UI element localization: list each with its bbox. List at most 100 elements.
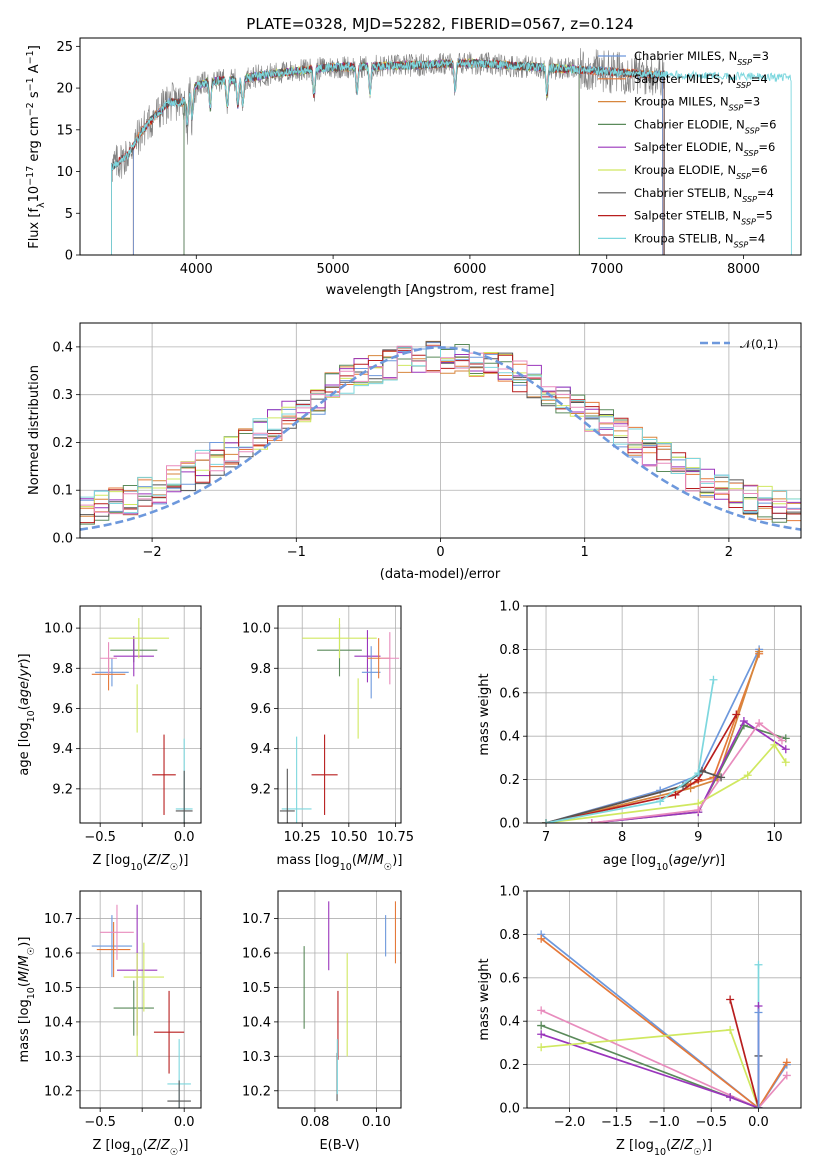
y-tick-label: 10.3 — [242, 1050, 271, 1065]
y-tick-label: 0.0 — [499, 817, 520, 832]
y-tick-label: 0.4 — [499, 730, 520, 745]
weight-marker — [777, 736, 786, 745]
residual-histogram — [80, 345, 801, 515]
legend-label: Kroupa MILES, NSSP=3 — [634, 95, 760, 113]
legend-count: =5 — [756, 209, 773, 223]
weight-marker — [537, 1006, 546, 1015]
x-tick-label: 9 — [694, 830, 702, 845]
plot-area — [279, 618, 400, 823]
weight-marker — [587, 819, 596, 823]
x-tick-label: 10.50 — [330, 830, 367, 845]
y-tick-label: 10.6 — [242, 947, 271, 962]
x-tick-label: 7 — [542, 830, 550, 845]
weight-marker — [726, 1025, 735, 1034]
model-spectrum-line — [183, 58, 580, 255]
y-tick-label: 9.6 — [52, 702, 73, 717]
label-part: −1 — [25, 77, 36, 91]
model-spectrum-line — [111, 59, 792, 255]
y-tick-label: 10.5 — [44, 981, 73, 996]
weight-marker — [726, 1093, 735, 1102]
x-tick-label: −1.5 — [601, 1115, 633, 1130]
label-part: ( — [668, 853, 673, 868]
axes-frame — [277, 890, 402, 1109]
y-axis-label: age [log10(age/yr)] — [17, 653, 37, 775]
y-tick-label: 25 — [56, 40, 73, 55]
plot-area — [537, 930, 791, 1108]
label-part: ☉ — [693, 1147, 702, 1158]
label-part: age [log — [603, 853, 656, 868]
y-tick-label: 10.7 — [242, 912, 271, 927]
legend-label: Chabrier STELIB, NSSP=4 — [634, 186, 774, 204]
label-part: age — [673, 853, 697, 868]
axes-frame — [277, 605, 402, 824]
y-tick-label: 20 — [56, 82, 73, 97]
x-tick-label: 0.0 — [748, 1115, 769, 1130]
x-axis-label: Z [log10(Z/Z☉)] — [616, 1138, 712, 1158]
y-tick-label: 0.4 — [52, 340, 73, 355]
legend-sub: SSP — [734, 240, 749, 249]
weight-marker — [717, 773, 726, 782]
y-tick-label: 9.2 — [250, 782, 271, 797]
weight-line — [545, 743, 787, 823]
y-tick-label: 0.6 — [499, 686, 520, 701]
label-part: ( — [17, 982, 32, 987]
label-part: 10 — [130, 1147, 142, 1158]
legend-text: Kroupa MILES, N — [634, 95, 729, 109]
x-axis-label: Z [log10(Z/Z☉)] — [93, 853, 189, 873]
x-tick-label: 10.75 — [377, 830, 414, 845]
y-tick-label: 1.0 — [499, 600, 520, 615]
weight-line — [540, 1009, 788, 1108]
weight-marker — [782, 1071, 791, 1080]
mass-vs-metallicity-panel: −0.5 0.010.210.310.410.510.610.7Z [log10(… — [17, 890, 202, 1158]
legend-sub: SSP — [742, 194, 757, 203]
x-axis-label: E(B-V) — [319, 1138, 359, 1153]
weights-vs-metallicity-panel: −2.0 −1.5 −1.0 −0.5 0.0 0.0 0.2 0.4 0.6 0.8 1.0 Z [… — [477, 885, 802, 1158]
label-part: Z — [670, 1138, 681, 1153]
model-spectrum-line — [132, 57, 664, 255]
label-part: 10 — [654, 1147, 666, 1158]
x-tick-label: 7000 — [590, 262, 623, 277]
y-tick-label: 10.4 — [44, 1015, 73, 1030]
residuals-panel: −2 −1 0 1 2 0.0 0.1 0.2 0.3 0.4 (data-model)/error… — [27, 322, 802, 582]
spectrum-panel: 4000 5000 6000 7000 8000 0 5 10 15 20 25 wavelength… — [25, 37, 802, 298]
y-tick-label: 0.0 — [52, 532, 73, 547]
model-spectrum-line — [183, 59, 580, 255]
axes-frame — [79, 37, 802, 256]
weight-line — [729, 999, 760, 1108]
legend-label: 𝒩(0,1) — [740, 337, 778, 351]
label-part: Z — [147, 1138, 158, 1153]
weight-marker — [694, 769, 703, 778]
mass-vs-ebv-panel: 0.08 0.10 10.2 10.3 10.4 10.5 10.6 10.7 E(B-V) — [242, 890, 402, 1153]
weight-line — [545, 714, 738, 823]
x-tick-label: 0.08 — [300, 1115, 329, 1130]
label-part: )] — [178, 1138, 188, 1153]
y-tick-label: 0.2 — [52, 436, 73, 451]
legend-label: Kroupa STELIB, NSSP=4 — [634, 231, 765, 249]
y-tick-label: 9.4 — [52, 742, 73, 757]
legend-label: Salpeter STELIB, NSSP=5 — [634, 209, 773, 227]
x-tick-label: 10.25 — [284, 830, 321, 845]
label-part: M — [17, 971, 32, 982]
legend-sub: SSP — [744, 149, 759, 158]
label-part: −2 — [25, 102, 36, 116]
label-part: 10 — [27, 186, 42, 203]
model-spectrum-line — [183, 57, 580, 255]
normal-reference-curve — [80, 346, 801, 531]
age-vs-metallicity-panel: −0.5 0.09.29.49.69.810.0Z [log10(Z/Z☉)]ag… — [17, 605, 202, 873]
plot-area — [111, 48, 792, 255]
x-tick-label: 0.0 — [174, 830, 195, 845]
y-tick-label: 0.2 — [499, 1058, 520, 1073]
label-part: / — [680, 1138, 685, 1153]
legend-label: Kroupa ELODIE, NSSP=6 — [634, 163, 768, 181]
weight-marker — [726, 995, 735, 1004]
legend-sub: SSP — [745, 126, 760, 135]
weight-marker — [542, 819, 551, 823]
label-part: erg cm — [27, 116, 42, 165]
label-part: Flux [f — [27, 208, 42, 249]
label-part: Z — [683, 1138, 694, 1153]
label-part: / — [157, 1138, 162, 1153]
y-tick-label: 0.1 — [52, 484, 73, 499]
label-part: M — [373, 853, 384, 868]
y-tick-label: 10.2 — [242, 1084, 271, 1099]
